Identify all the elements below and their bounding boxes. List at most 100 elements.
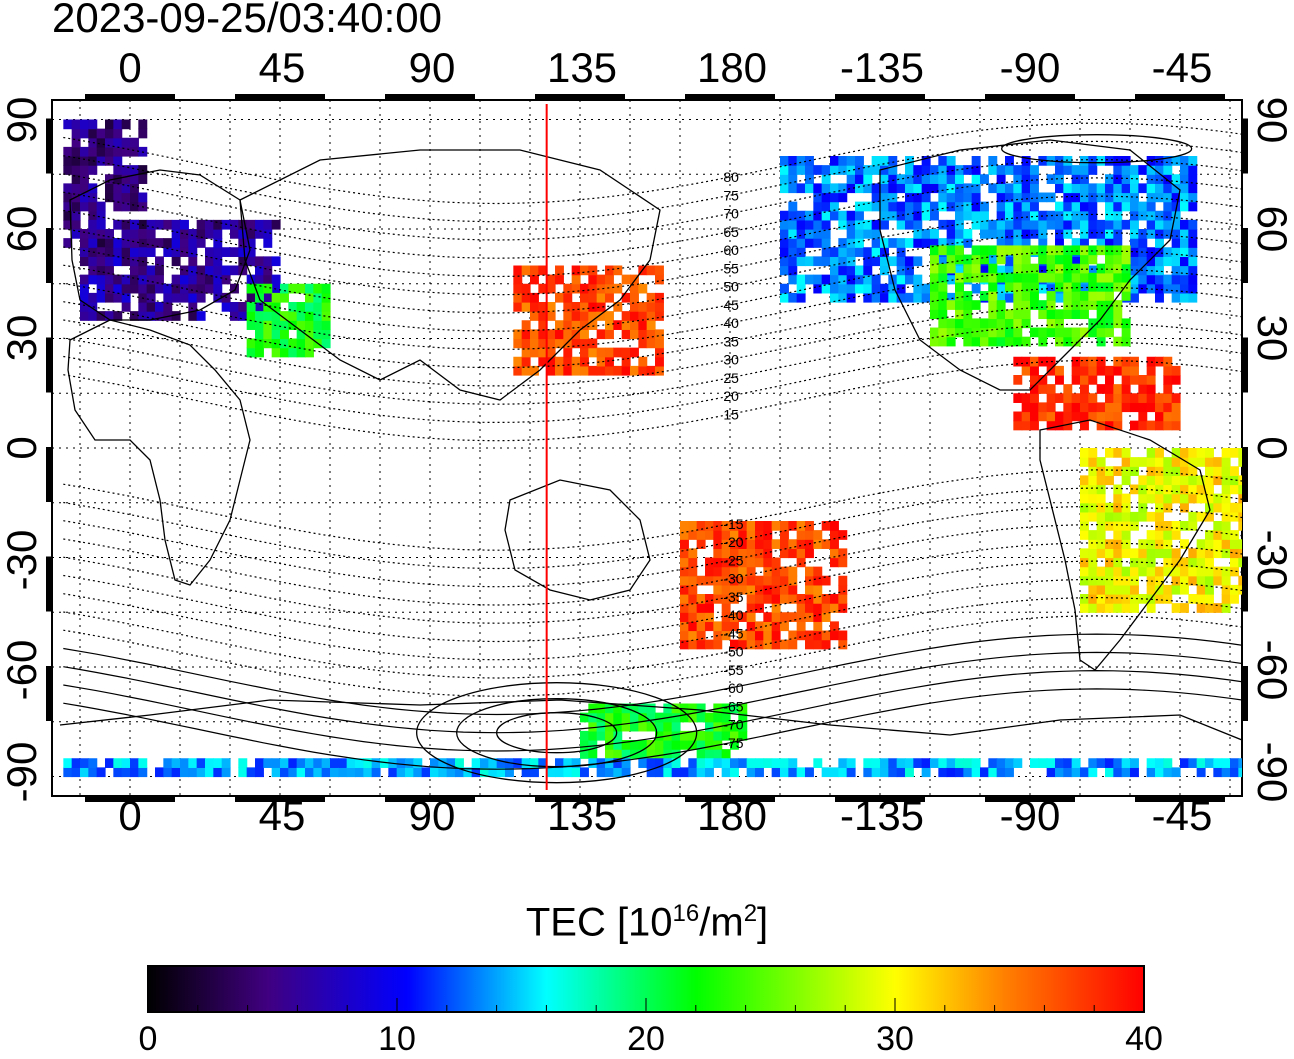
tec-cell bbox=[1121, 493, 1131, 504]
tec-cell bbox=[946, 156, 956, 166]
tec-cell bbox=[1121, 192, 1131, 203]
tec-cell bbox=[521, 320, 531, 330]
tec-cell bbox=[988, 309, 998, 320]
tec-cell bbox=[1113, 767, 1123, 778]
tec-cell bbox=[1121, 475, 1131, 486]
tec-cell bbox=[730, 730, 739, 741]
tec-cell bbox=[1030, 219, 1039, 230]
tec-cell bbox=[980, 291, 989, 301]
tec-cell bbox=[838, 548, 848, 559]
tec-cell bbox=[996, 165, 1006, 175]
tec-cell bbox=[1088, 493, 1098, 504]
tec-cell bbox=[1155, 511, 1164, 522]
tec-cell bbox=[855, 183, 864, 194]
tec-cell bbox=[155, 219, 164, 230]
contour-line bbox=[63, 195, 1242, 278]
tec-cell bbox=[721, 712, 731, 723]
tec-cell bbox=[213, 767, 223, 778]
tec-cell bbox=[113, 238, 123, 248]
tec-cell bbox=[1071, 300, 1081, 310]
tec-cell bbox=[721, 539, 731, 549]
tec-cell bbox=[521, 356, 531, 367]
tec-cell bbox=[588, 320, 598, 330]
tec-cell bbox=[838, 758, 848, 768]
frame-tick-left bbox=[46, 118, 52, 174]
tec-cell bbox=[738, 575, 748, 586]
tec-cell bbox=[821, 165, 831, 175]
tec-cell bbox=[1030, 245, 1039, 256]
tec-cell bbox=[971, 272, 981, 283]
tec-cell bbox=[546, 311, 556, 321]
tec-cell bbox=[1005, 758, 1014, 768]
tec-cell bbox=[688, 630, 698, 641]
tec-cell bbox=[721, 767, 731, 778]
tec-cell bbox=[696, 603, 706, 613]
tec-cell bbox=[830, 165, 839, 175]
tec-cell bbox=[80, 758, 89, 768]
tec-cell bbox=[1080, 411, 1089, 422]
tec-cell bbox=[96, 283, 106, 294]
tec-cell bbox=[746, 575, 756, 586]
tec-cell bbox=[963, 263, 973, 274]
tec-cell bbox=[538, 283, 548, 294]
tec-cell bbox=[63, 192, 73, 203]
tec-cell bbox=[1055, 263, 1064, 274]
tec-cell bbox=[230, 229, 239, 239]
tec-cell bbox=[263, 311, 273, 321]
tec-cell bbox=[1096, 318, 1106, 329]
tec-cell bbox=[255, 329, 264, 340]
tec-cell bbox=[763, 530, 773, 540]
tec-cell bbox=[263, 320, 273, 330]
tec-cell bbox=[821, 539, 831, 549]
tec-cell bbox=[513, 283, 523, 294]
tec-cell bbox=[1021, 309, 1031, 320]
contour-label: -45 bbox=[723, 625, 743, 641]
tec-cell bbox=[113, 137, 123, 148]
tec-cell bbox=[1088, 466, 1098, 476]
tec-cell bbox=[1288, 494, 1294, 504]
tec-cell bbox=[1113, 229, 1123, 239]
tec-cell bbox=[805, 183, 814, 194]
tec-cell bbox=[771, 767, 781, 778]
tec-cell bbox=[1096, 539, 1106, 549]
tec-cell bbox=[705, 530, 714, 540]
tec-cell bbox=[871, 229, 881, 239]
tec-cell bbox=[688, 703, 698, 714]
tec-cell bbox=[696, 639, 706, 650]
tec-cell bbox=[946, 174, 956, 184]
tec-cell bbox=[1205, 566, 1214, 577]
tec-cell bbox=[913, 256, 923, 267]
tec-cell bbox=[1113, 484, 1123, 495]
y-tick-right: -30 bbox=[1249, 529, 1294, 591]
x-tick-top: -135 bbox=[839, 44, 925, 91]
tec-cell bbox=[830, 183, 839, 194]
tec-cell bbox=[188, 767, 198, 778]
tec-cell bbox=[621, 292, 631, 303]
tec-cell bbox=[188, 302, 198, 312]
tec-cell bbox=[930, 183, 939, 194]
tec-cell bbox=[1080, 566, 1089, 577]
y-tick-left: 60 bbox=[0, 205, 45, 253]
tec-cell bbox=[580, 347, 589, 358]
tec-cell bbox=[1096, 281, 1106, 292]
tec-cell bbox=[113, 767, 123, 778]
tec-cell bbox=[555, 767, 564, 778]
tec-cell bbox=[1105, 300, 1114, 310]
tec-cell bbox=[1046, 309, 1056, 320]
tec-cell bbox=[905, 758, 914, 768]
tec-cell bbox=[771, 557, 781, 568]
x-tick-bottom: 45 bbox=[258, 792, 306, 839]
tec-cell bbox=[955, 238, 964, 248]
contour-line bbox=[63, 159, 1242, 241]
tec-cell bbox=[1155, 292, 1164, 303]
tec-cell bbox=[671, 730, 681, 741]
tec-cell bbox=[246, 229, 256, 239]
tec-cell bbox=[1180, 466, 1189, 476]
tec-cell bbox=[971, 183, 981, 194]
tec-cell bbox=[1088, 365, 1098, 376]
tec-cell bbox=[671, 758, 681, 768]
tec-cell bbox=[1121, 530, 1131, 540]
tec-cell bbox=[1196, 584, 1206, 595]
tec-cell bbox=[905, 156, 914, 166]
tec-cell bbox=[613, 347, 623, 358]
